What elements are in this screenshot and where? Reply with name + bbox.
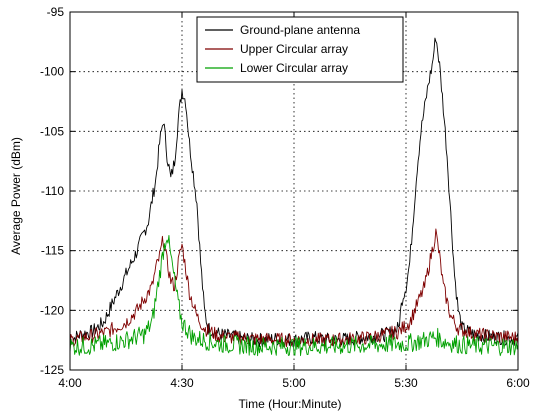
y-tick-label: -95 <box>47 5 65 19</box>
y-tick-label: -110 <box>41 184 64 198</box>
legend-label: Upper Circular array <box>240 42 348 56</box>
series-line-1 <box>69 37 519 348</box>
y-tick-label: -105 <box>40 124 64 138</box>
tick-labels: 4:00 4:30 5:00 5:30 6:00 -125 -120 -115 -110 -105… <box>40 5 530 390</box>
legend-label: Lower Circular array <box>240 61 348 75</box>
y-tick-label: -100 <box>40 65 64 79</box>
legend-label: Ground-plane antenna <box>240 23 360 37</box>
x-axis-label: Time (Hour:Minute) <box>239 397 342 411</box>
x-tick-label: 5:30 <box>394 376 418 390</box>
y-tick-label: -125 <box>40 363 64 377</box>
series-layer <box>69 37 519 357</box>
series-line-3 <box>69 234 519 357</box>
x-tick-label: 4:00 <box>58 376 82 390</box>
y-axis-label: Average Power (dBm) <box>9 137 23 255</box>
x-tick-label: 4:30 <box>170 376 194 390</box>
y-tick-label: -115 <box>41 244 64 258</box>
x-tick-label: 5:00 <box>282 376 306 390</box>
y-tick-label: -120 <box>40 303 64 317</box>
legend: Ground-plane antenna Upper Circular array… <box>196 16 404 83</box>
x-tick-label: 6:00 <box>506 376 530 390</box>
ticks <box>69 11 519 371</box>
series-line-2 <box>69 228 519 348</box>
